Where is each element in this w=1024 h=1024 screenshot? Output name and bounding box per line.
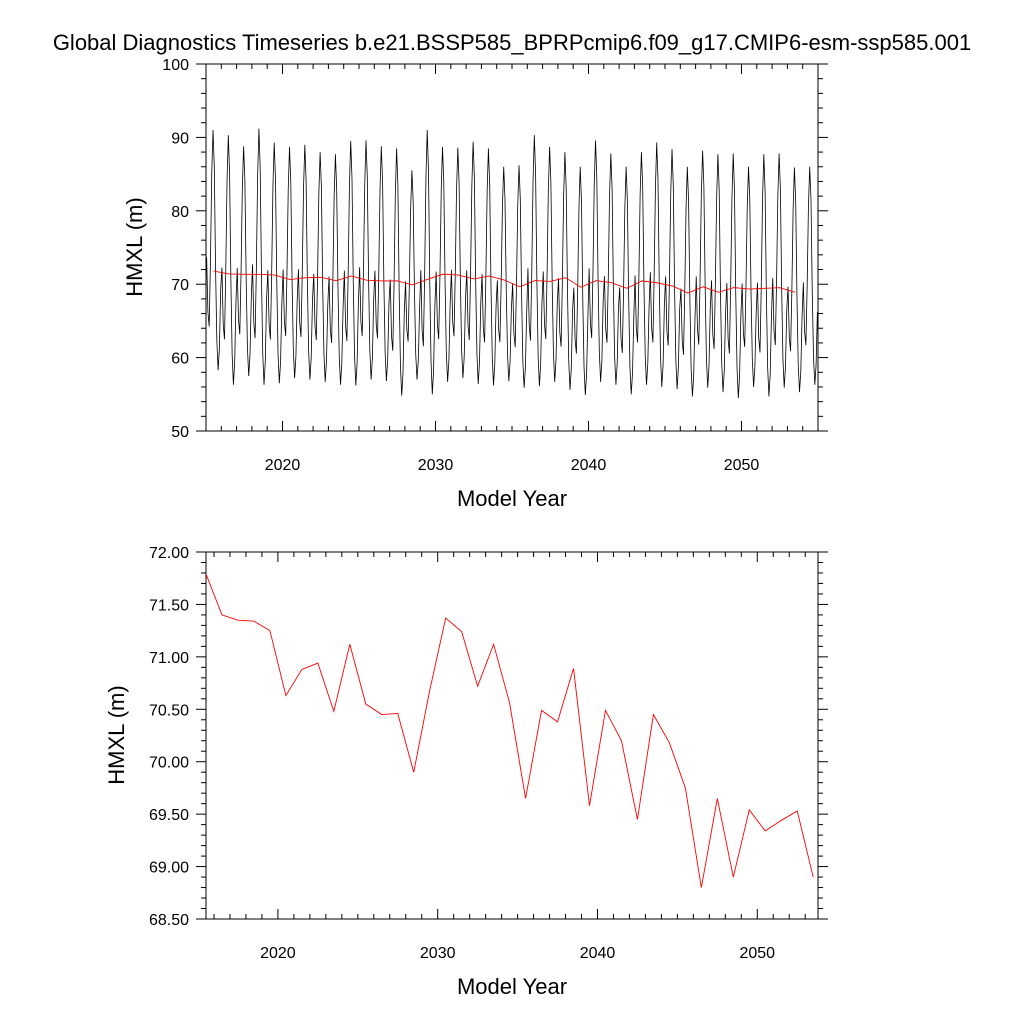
y-tick-label: 71.50 — [149, 597, 189, 614]
plot-frame-top — [205, 63, 819, 432]
annual-mean-panel: 2020 2030 2040 2050 68.50 69.00 69.50 70… — [104, 545, 828, 999]
x-tick-label: 2020 — [260, 945, 296, 962]
x-tick-labels-bottom: 2020 2030 2040 2050 — [260, 945, 775, 962]
x-tick-label: 2030 — [418, 457, 454, 474]
y-tick-label: 72.00 — [149, 545, 189, 562]
y-axis-label-top: HMXL (m) — [122, 197, 147, 296]
x-axis-label-bottom: Model Year — [457, 974, 567, 999]
axis-ticks-top — [196, 63, 828, 432]
x-axis-label-top: Model Year — [457, 486, 567, 511]
y-tick-label: 50 — [171, 424, 189, 441]
y-tick-labels-bottom: 68.50 69.00 69.50 70.00 70.50 71.00 71.5… — [149, 545, 189, 929]
y-tick-label: 90 — [171, 130, 189, 147]
x-tick-labels-top: 2020 2030 2040 2050 — [265, 457, 760, 474]
y-tick-label: 70.00 — [149, 755, 189, 772]
y-tick-label: 100 — [162, 57, 189, 74]
y-tick-labels-top: 50 60 70 80 90 100 — [162, 57, 189, 441]
y-tick-label: 69.50 — [149, 807, 189, 824]
axis-ticks-bottom — [196, 551, 828, 920]
annual-mean-line — [205, 573, 814, 888]
x-tick-label: 2040 — [571, 457, 607, 474]
plot-frame-bottom — [205, 551, 819, 920]
y-tick-label: 70 — [171, 277, 189, 294]
y-tick-label: 80 — [171, 204, 189, 221]
annual-mean-line — [213, 270, 796, 294]
y-tick-label: 71.00 — [149, 650, 189, 667]
monthly-series-line — [206, 128, 818, 398]
x-tick-label: 2040 — [580, 945, 616, 962]
chart-title: Global Diagnostics Timeseries b.e21.BSSP… — [53, 30, 971, 55]
x-tick-label: 2050 — [724, 457, 760, 474]
x-tick-label: 2020 — [265, 457, 301, 474]
y-tick-label: 70.50 — [149, 702, 189, 719]
y-tick-label: 68.50 — [149, 912, 189, 929]
x-tick-label: 2030 — [420, 945, 456, 962]
x-tick-label: 2050 — [739, 945, 775, 962]
y-tick-label: 69.00 — [149, 860, 189, 877]
monthly-and-annual-panel: 2020 2030 2040 2050 50 60 70 80 90 100 M… — [122, 57, 828, 511]
y-tick-label: 60 — [171, 351, 189, 368]
y-axis-label-bottom: HMXL (m) — [104, 685, 129, 784]
